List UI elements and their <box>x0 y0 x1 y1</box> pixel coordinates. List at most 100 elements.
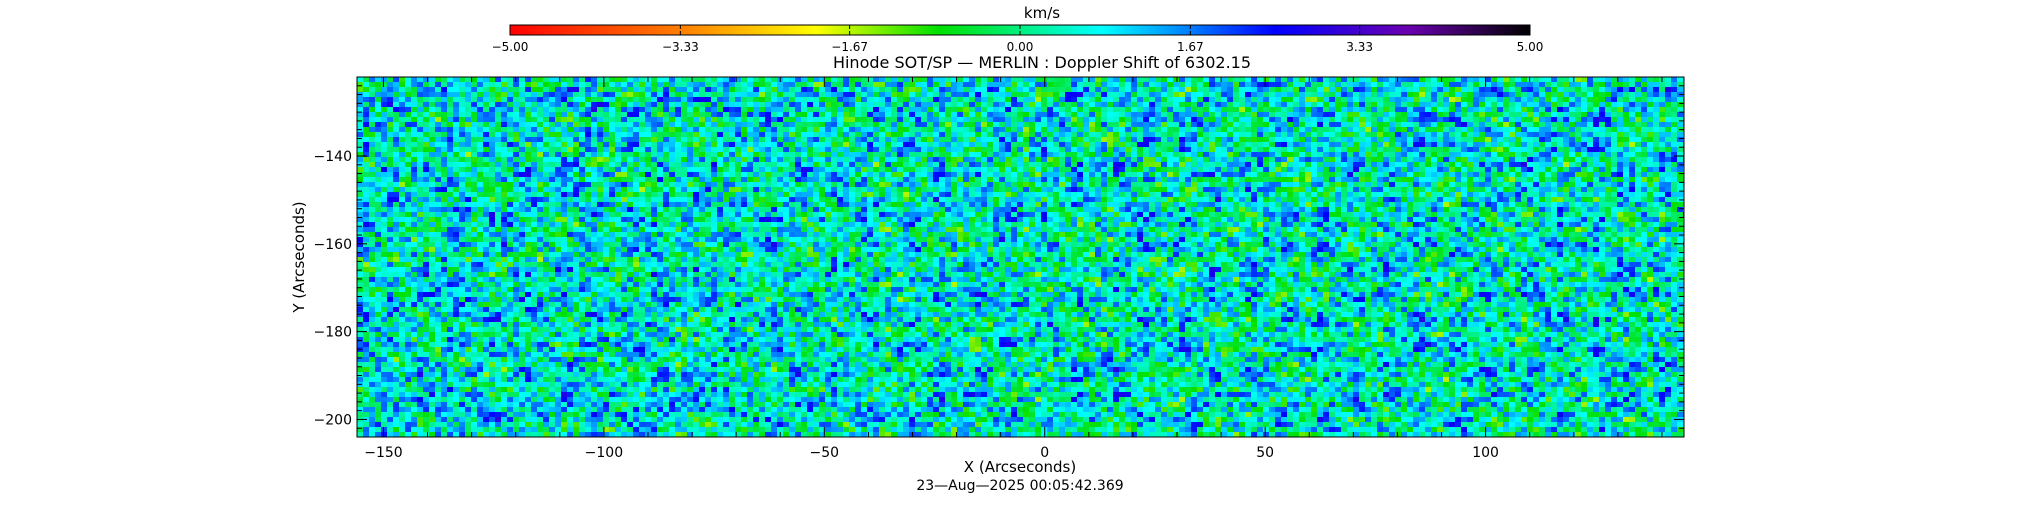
heatmap-cell <box>879 77 885 82</box>
heatmap-cell <box>663 127 669 132</box>
heatmap-cell <box>1203 172 1209 177</box>
heatmap-cell <box>1497 167 1503 172</box>
heatmap-cell <box>1419 107 1425 112</box>
heatmap-cell <box>819 117 825 122</box>
heatmap-cell <box>759 172 765 177</box>
heatmap-cell <box>381 172 387 177</box>
heatmap-cell <box>1131 107 1137 112</box>
heatmap-cell <box>777 162 783 167</box>
heatmap-cell <box>1479 127 1485 132</box>
heatmap-cell <box>801 117 807 122</box>
heatmap-cell <box>519 107 525 112</box>
heatmap-cell <box>1143 122 1149 127</box>
heatmap-cell <box>633 132 639 137</box>
heatmap-cell <box>1329 127 1335 132</box>
heatmap-cell <box>435 127 441 132</box>
heatmap-cell <box>387 147 393 152</box>
heatmap-cell <box>597 87 603 92</box>
heatmap-cell <box>879 132 885 137</box>
heatmap-cell <box>1677 172 1683 177</box>
heatmap-cell <box>849 107 855 112</box>
heatmap-cell <box>1341 167 1347 172</box>
heatmap-cell <box>1137 82 1143 87</box>
heatmap-cell <box>585 177 591 182</box>
heatmap-cell <box>1293 182 1299 187</box>
heatmap-cell <box>663 107 669 112</box>
heatmap-cell <box>693 92 699 97</box>
heatmap-cell <box>1179 107 1185 112</box>
heatmap-cell <box>1161 142 1167 147</box>
heatmap-cell <box>1083 157 1089 162</box>
heatmap-cell <box>1077 107 1083 112</box>
heatmap-cell <box>1545 177 1551 182</box>
heatmap-cell <box>417 82 423 87</box>
heatmap-cell <box>561 177 567 182</box>
heatmap-cell <box>711 117 717 122</box>
heatmap-cell <box>1335 97 1341 102</box>
heatmap-cell <box>1263 152 1269 157</box>
heatmap-cell <box>897 112 903 117</box>
heatmap-cell <box>441 117 447 122</box>
heatmap-cell <box>1089 107 1095 112</box>
heatmap-cell <box>1251 117 1257 122</box>
heatmap-cell <box>1035 182 1041 187</box>
heatmap-cell <box>1149 102 1155 107</box>
heatmap-cell <box>1353 107 1359 112</box>
heatmap-cell <box>1365 92 1371 97</box>
heatmap-cell <box>705 147 711 152</box>
heatmap-cell <box>561 172 567 177</box>
heatmap-cell <box>1653 142 1659 147</box>
heatmap-cell <box>693 107 699 112</box>
heatmap-cell <box>1029 122 1035 127</box>
heatmap-cell <box>879 137 885 142</box>
heatmap-cell <box>1119 107 1125 112</box>
heatmap-cell <box>1389 147 1395 152</box>
heatmap-cell <box>843 77 849 82</box>
heatmap-cell <box>1671 122 1677 127</box>
heatmap-cell <box>1557 177 1563 182</box>
heatmap-cell <box>1275 127 1281 132</box>
heatmap-cell <box>591 132 597 137</box>
heatmap-cell <box>1047 77 1053 82</box>
heatmap-cell <box>837 182 843 187</box>
heatmap-cell <box>519 122 525 127</box>
heatmap-cell <box>831 102 837 107</box>
heatmap-cell <box>501 77 507 82</box>
heatmap-cell <box>483 187 489 192</box>
heatmap-cell <box>1287 182 1293 187</box>
heatmap-cell <box>1035 147 1041 152</box>
heatmap-cell <box>1575 162 1581 167</box>
heatmap-cell <box>843 177 849 182</box>
heatmap-cell <box>1017 132 1023 137</box>
heatmap-cell <box>453 102 459 107</box>
heatmap-cell <box>1491 97 1497 102</box>
heatmap-cell <box>1647 107 1653 112</box>
heatmap-cell <box>1509 132 1515 137</box>
heatmap-cell <box>1113 162 1119 167</box>
heatmap-cell <box>1671 177 1677 182</box>
heatmap-cell <box>1533 77 1539 82</box>
heatmap-cell <box>729 172 735 177</box>
heatmap-cell <box>489 147 495 152</box>
heatmap-cell <box>831 142 837 147</box>
heatmap-cell <box>1605 142 1611 147</box>
heatmap-cell <box>705 167 711 172</box>
heatmap-cell <box>477 92 483 97</box>
heatmap-cell <box>1479 77 1485 82</box>
heatmap-cell <box>1101 142 1107 147</box>
heatmap-cell <box>1581 112 1587 117</box>
heatmap-cell <box>1629 182 1635 187</box>
heatmap-cell <box>1497 182 1503 187</box>
heatmap-cell <box>765 167 771 172</box>
heatmap-cell <box>645 157 651 162</box>
heatmap-cell <box>615 142 621 147</box>
heatmap-cell <box>513 102 519 107</box>
heatmap-cell <box>981 152 987 157</box>
heatmap-cell <box>1215 152 1221 157</box>
heatmap-cell <box>1491 112 1497 117</box>
heatmap-cell <box>411 117 417 122</box>
heatmap-cell <box>1419 92 1425 97</box>
heatmap-cell <box>549 162 555 167</box>
heatmap-cell <box>633 92 639 97</box>
heatmap-cell <box>819 112 825 117</box>
